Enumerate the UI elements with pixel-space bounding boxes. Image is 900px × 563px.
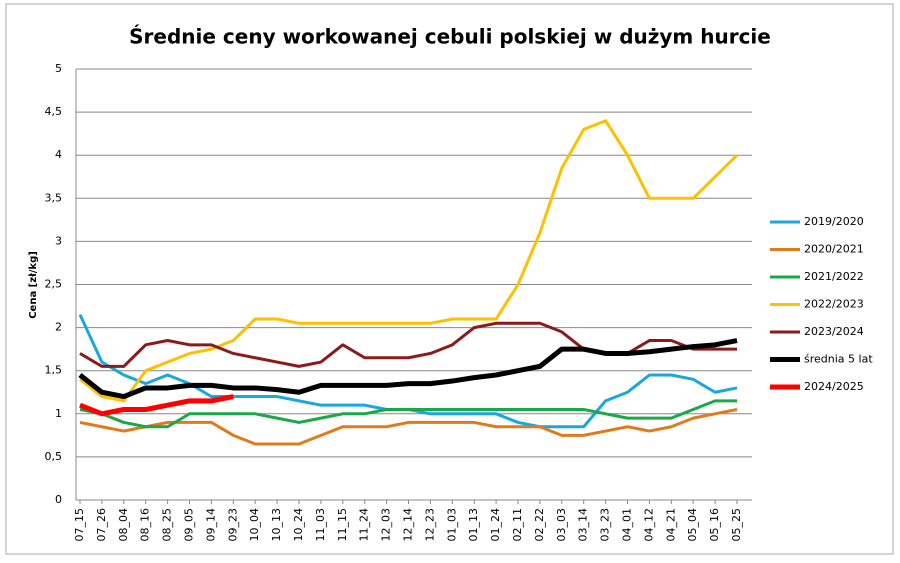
x-tick-label: 08_25	[161, 508, 174, 542]
x-tick-label: 08_16	[139, 508, 152, 542]
y-tick-label: 3,5	[45, 191, 63, 204]
x-tick-label: 02_11	[511, 508, 524, 542]
x-tick-label: 12_23	[423, 508, 436, 542]
legend-label: 2024/2025	[804, 380, 864, 393]
series-line	[79, 408, 738, 446]
legend-label: 2022/2023	[804, 298, 864, 311]
x-tick-label: 12_03	[380, 508, 393, 542]
series-line	[79, 394, 234, 417]
legend-label: średnia 5 lat	[804, 353, 873, 366]
x-tick-label: 07_26	[95, 508, 108, 542]
chart-title: Średnie ceny workowanej cebuli polskiej …	[129, 25, 771, 49]
series-line	[78, 338, 738, 400]
x-tick-label: 04_12	[642, 508, 655, 542]
x-tick-label: 08_04	[117, 508, 130, 542]
x-tick-label: 11_15	[336, 508, 349, 542]
chart-frame	[5, 3, 894, 555]
x-tick-label: 03_03	[555, 508, 568, 542]
x-tick-label: 09_05	[183, 508, 196, 542]
x-tick-label: 10_04	[248, 508, 261, 542]
series-line	[79, 119, 739, 403]
x-tick-label: 01_03	[445, 508, 458, 542]
y-tick-label: 2	[55, 321, 62, 334]
y-tick-label: 4,5	[45, 105, 63, 118]
legend-label: 2021/2022	[804, 270, 864, 283]
x-tick-label: 10_13	[270, 508, 283, 542]
legend-label: 2023/2024	[804, 325, 864, 338]
y-tick-label: 4	[55, 148, 62, 161]
x-tick-label: 10_24	[292, 508, 305, 542]
x-tick-label: 05_25	[730, 508, 743, 542]
x-tick-label: 09_14	[204, 508, 217, 542]
y-axis-label: Cena [zł/kg]	[28, 251, 39, 319]
y-tick-label: 0	[55, 493, 62, 506]
x-tick-label: 05_16	[708, 508, 721, 542]
x-tick-label: 03_23	[599, 508, 612, 542]
y-tick-label: 3	[55, 234, 62, 247]
x-tick-label: 09_23	[226, 508, 239, 542]
y-tick-label: 5	[55, 62, 62, 75]
y-tick-label: 1	[55, 407, 62, 420]
y-tick-label: 1,5	[45, 364, 63, 377]
x-tick-label: 01_13	[467, 508, 480, 542]
x-tick-label: 11_03	[314, 508, 327, 542]
series-line	[79, 399, 737, 429]
x-tick-label: 12_14	[402, 508, 415, 542]
y-tick-label: 2,5	[45, 278, 63, 291]
x-tick-label: 02_22	[533, 508, 546, 542]
y-tick-label: 0,5	[45, 450, 63, 463]
legend-label: 2020/2021	[804, 243, 864, 256]
x-tick-label: 04_01	[621, 508, 634, 542]
x-tick-label: 01_24	[489, 508, 502, 542]
legend-label: 2019/2020	[804, 215, 864, 228]
x-tick-label: 05_04	[686, 508, 699, 542]
x-tick-label: 04_21	[664, 508, 677, 542]
x-tick-label: 07_15	[73, 508, 86, 542]
x-tick-label: 11_24	[358, 508, 371, 542]
x-tick-label: 03_14	[577, 508, 590, 542]
